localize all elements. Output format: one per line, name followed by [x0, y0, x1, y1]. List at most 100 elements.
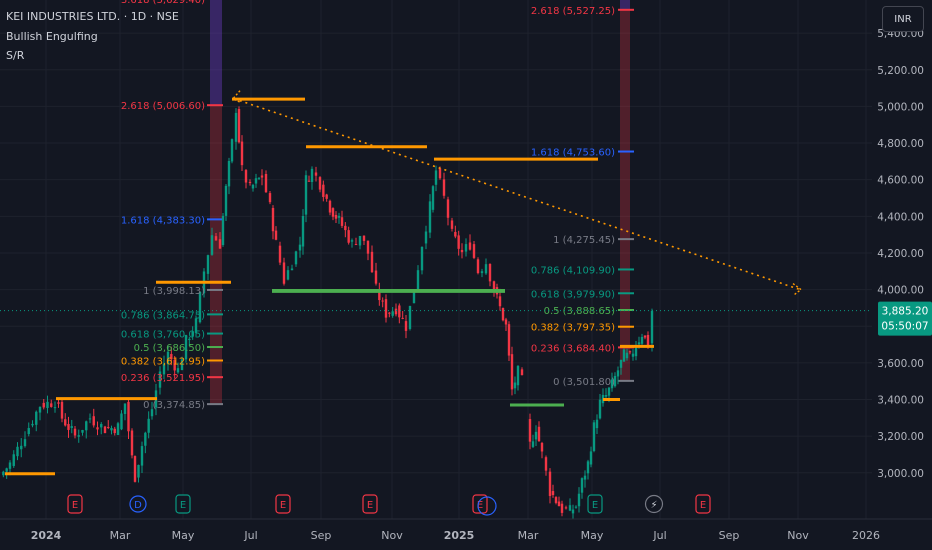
candle-body — [412, 292, 416, 304]
candle-body — [210, 235, 214, 255]
event-marker: E — [472, 494, 488, 514]
candle-body — [173, 359, 176, 371]
candle-body — [557, 501, 561, 507]
y-tick-label: 3,000.00 — [877, 468, 924, 480]
candle-body — [598, 399, 602, 419]
candle-body — [286, 270, 290, 280]
earnings-marker-box — [67, 494, 83, 514]
candle-body — [401, 317, 404, 319]
indicator-bullish-engulfing[interactable]: Bullish Engulfing — [6, 30, 98, 43]
candle-body — [362, 235, 366, 241]
candle-body — [650, 310, 654, 344]
candle-body — [130, 430, 134, 456]
candle-body — [271, 207, 275, 232]
candle-body — [282, 262, 286, 284]
candle-body — [592, 422, 596, 452]
x-axis[interactable]: 2024 Mar May Jul Sep Nov 2025 Mar May Jul Sep Nov 20… — [0, 518, 932, 550]
event-marker: E — [67, 494, 83, 514]
y-tick-label: 3,600.00 — [877, 358, 924, 370]
candle-body — [310, 168, 314, 182]
candle-body — [2, 471, 5, 476]
x-tick-label: May — [172, 529, 195, 542]
candle-body — [144, 432, 147, 446]
fib-band-red-1 — [210, 105, 222, 405]
candle-body — [304, 175, 308, 215]
candle-body — [571, 509, 575, 514]
candle-body — [38, 406, 42, 413]
candle-body — [188, 338, 191, 341]
candle-body — [583, 475, 587, 480]
x-tick-label: Jul — [652, 529, 666, 542]
candle-body — [531, 441, 535, 447]
x-tick-label: Jul — [243, 529, 257, 542]
y-tick-label: 4,200.00 — [877, 248, 924, 260]
candle-body — [5, 468, 8, 472]
candle-body — [162, 363, 166, 375]
candle-body — [218, 239, 222, 249]
y-tick-label: 4,400.00 — [877, 211, 924, 223]
fib-level-label: 0.236 (3,521.95) — [121, 373, 205, 384]
fib-level-label-top: 3.618 (5,629.40) — [121, 0, 205, 6]
candle-body — [107, 427, 110, 429]
symbol-title[interactable]: KEI INDUSTRIES LTD. · 1D · NSE — [6, 10, 179, 23]
candle-body — [476, 259, 480, 274]
candle-body — [577, 493, 581, 507]
candle-body — [322, 184, 325, 197]
candle-body — [8, 462, 12, 469]
fib-band-purple-1 — [210, 0, 222, 106]
candle-body — [378, 290, 381, 301]
candle-body — [85, 421, 88, 431]
fib-level-label: 2.618 (5,527.25) — [531, 6, 615, 17]
dividend-marker-circle — [129, 495, 147, 513]
candle-body — [442, 179, 446, 196]
event-marker: E — [275, 494, 291, 514]
news-marker-circle — [644, 494, 664, 514]
candle-body — [337, 215, 341, 218]
candle-body — [274, 230, 278, 240]
candle-body — [374, 270, 378, 284]
candle-body — [140, 446, 144, 466]
earnings-marker-box — [587, 494, 603, 514]
x-tick-label: May — [581, 529, 604, 542]
event-marker: E — [587, 494, 603, 514]
candle-body — [619, 359, 623, 368]
candle-body — [314, 172, 318, 176]
candle-body — [544, 457, 548, 471]
fib-level-label: 2.618 (5,006.60) — [121, 101, 205, 112]
candle-body — [454, 231, 457, 237]
candle-body — [513, 382, 517, 389]
y-axis-background — [872, 0, 932, 550]
candle-body — [254, 178, 258, 184]
candle-body — [278, 245, 282, 263]
candle-body — [96, 427, 99, 430]
candle-body — [184, 334, 188, 360]
candle-body — [73, 428, 77, 436]
candle-body — [120, 413, 123, 430]
candle-body — [554, 497, 558, 503]
candle-body — [501, 308, 505, 321]
candle-body — [191, 331, 194, 337]
candle-body — [180, 359, 184, 371]
event-marker: E — [695, 494, 711, 514]
event-marker: E — [362, 494, 378, 514]
event-marker-label: E — [477, 500, 483, 511]
candle-body — [350, 240, 354, 242]
candle-body — [328, 200, 332, 213]
candle-body — [388, 312, 391, 314]
fib-band-red-2 — [620, 9, 630, 381]
fib-level-label: 0.786 (4,109.90) — [531, 265, 615, 276]
candle-body — [537, 426, 541, 442]
candle-body — [358, 235, 362, 246]
indicator-sr[interactable]: S/R — [6, 49, 25, 62]
y-tick-label: 4,000.00 — [877, 285, 924, 297]
candle-body — [446, 199, 450, 218]
fib-time-bands — [210, 0, 630, 405]
candle-body — [488, 263, 492, 282]
y-axis[interactable]: 5,400.005,200.005,000.004,800.004,600.00… — [872, 0, 932, 550]
currency-button[interactable]: INR — [882, 6, 924, 32]
candle-body — [457, 235, 460, 249]
candle-body — [510, 354, 514, 390]
candle-body — [214, 236, 218, 241]
event-marker-label: D — [134, 500, 142, 511]
